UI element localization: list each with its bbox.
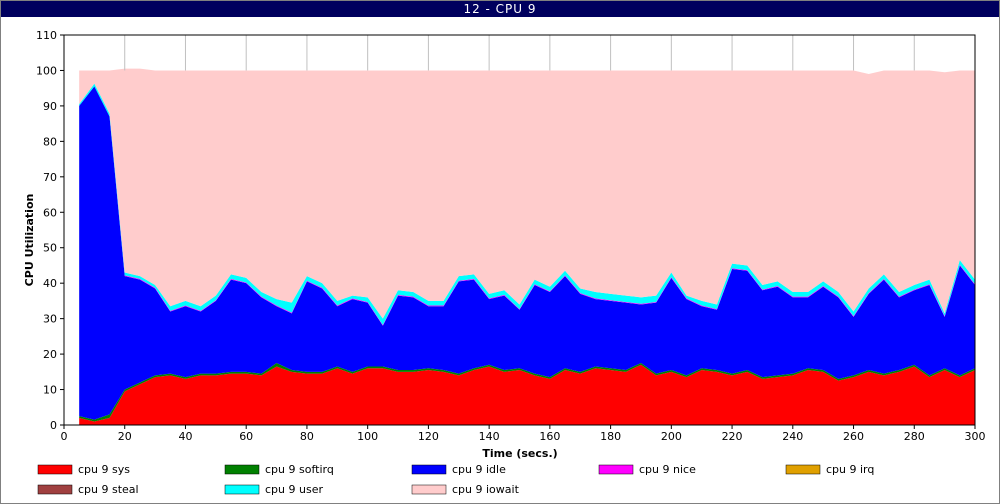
y-tick-label: 80 — [43, 135, 57, 148]
y-tick-label: 70 — [43, 171, 57, 184]
y-axis-title: CPU Utilization — [23, 194, 36, 287]
x-tick-label: 140 — [479, 430, 500, 443]
legend-swatch — [785, 464, 821, 475]
legend-swatch — [37, 464, 73, 475]
area-cpu-9-iowait — [79, 68, 975, 319]
axes: 0 10 20 30 40 50 60 70 80 90 100 110 0 20 40 60 80 100 120… — [36, 29, 986, 443]
x-tick-label: 160 — [539, 430, 560, 443]
x-tick-label: 20 — [118, 430, 132, 443]
legend-label: cpu 9 nice — [639, 463, 696, 476]
legend-swatch — [224, 464, 260, 475]
x-tick-label: 240 — [782, 430, 803, 443]
x-tick-label: 40 — [178, 430, 192, 443]
y-tick-label: 10 — [43, 384, 57, 397]
legend-swatch — [411, 484, 447, 495]
stacked-areas — [79, 68, 975, 425]
legend-label: cpu 9 idle — [452, 463, 506, 476]
x-tick-label: 100 — [357, 430, 378, 443]
legend-swatch — [598, 464, 634, 475]
y-tick-label: 50 — [43, 242, 57, 255]
x-tick-label: 280 — [904, 430, 925, 443]
legend-swatch — [411, 464, 447, 475]
y-tick-label: 30 — [43, 313, 57, 326]
plot-border — [63, 34, 976, 426]
window-title: 12 - CPU 9 — [1, 1, 999, 17]
grid-lines — [124, 35, 915, 71]
legend-label: cpu 9 user — [265, 483, 323, 496]
y-tick-label: 0 — [50, 419, 57, 432]
x-tick-label: 60 — [239, 430, 253, 443]
x-axis-title: Time (secs.) — [482, 447, 557, 460]
legend-swatch — [224, 484, 260, 495]
x-tick-label: 200 — [661, 430, 682, 443]
area-cpu-9-idle — [79, 86, 975, 420]
x-tick-label: 0 — [61, 430, 68, 443]
legend-label: cpu 9 steal — [78, 483, 139, 496]
x-tick-label: 220 — [722, 430, 743, 443]
legend-label: cpu 9 iowait — [452, 483, 520, 496]
area-cpu-9-sys — [79, 364, 975, 425]
legend-swatch — [37, 484, 73, 495]
x-tick-label: 80 — [300, 430, 314, 443]
y-tick-label: 100 — [36, 64, 57, 77]
x-tick-label: 180 — [600, 430, 621, 443]
legend-label: cpu 9 sys — [78, 463, 130, 476]
y-tick-label: 60 — [43, 206, 57, 219]
legend-label: cpu 9 irq — [826, 463, 874, 476]
x-tick-label: 300 — [965, 430, 986, 443]
x-tick-label: 260 — [843, 430, 864, 443]
x-tick-label: 120 — [418, 430, 439, 443]
y-tick-label: 20 — [43, 348, 57, 361]
y-tick-label: 110 — [36, 29, 57, 42]
legend: cpu 9 sys cpu 9 softirq cpu 9 idle cpu 9 ni… — [37, 463, 874, 496]
y-tick-label: 90 — [43, 100, 57, 113]
y-tick-label: 40 — [43, 277, 57, 290]
legend-label: cpu 9 softirq — [265, 463, 334, 476]
